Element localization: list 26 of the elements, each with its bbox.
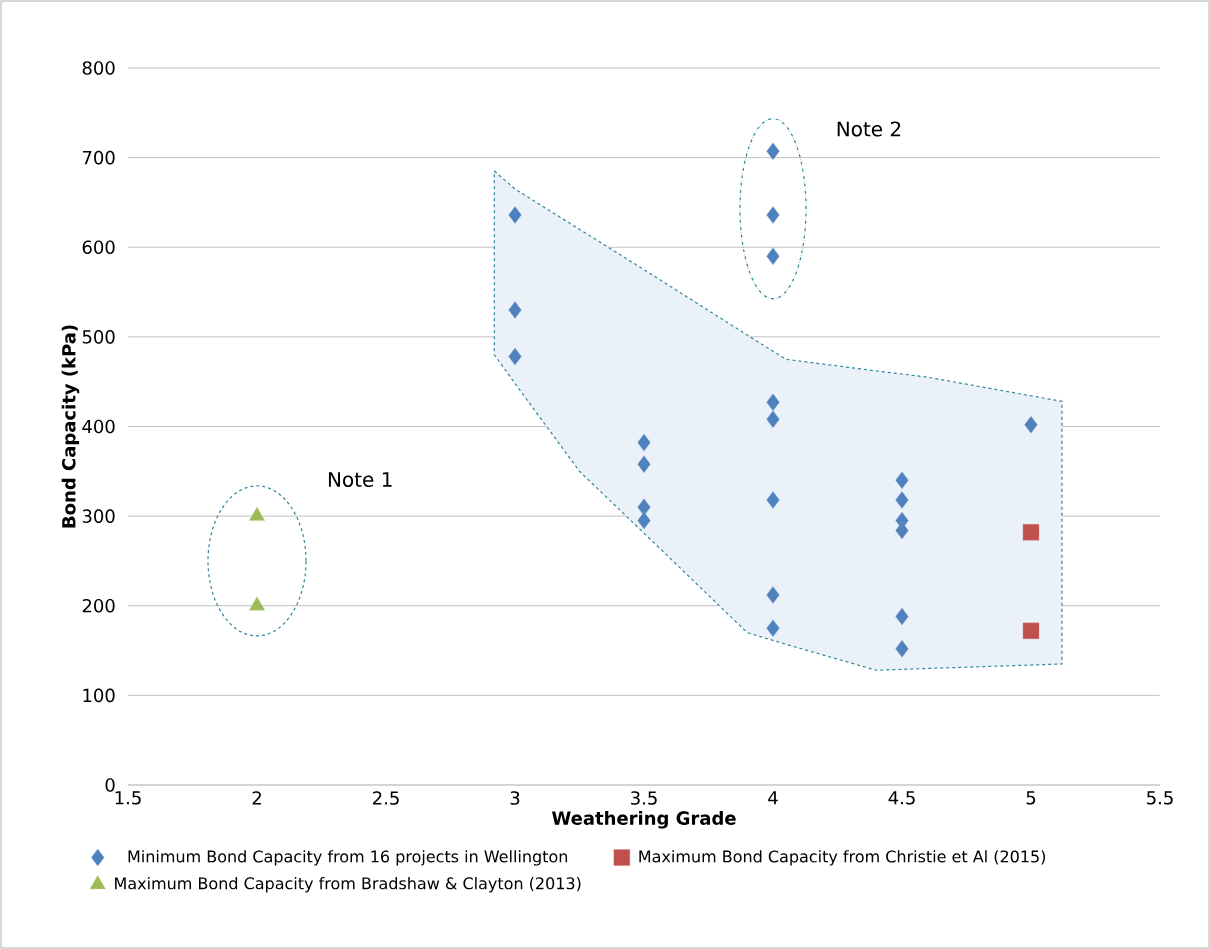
- y-tick-label: 200: [82, 598, 115, 613]
- x-axis-title: Weathering Grade: [551, 811, 736, 829]
- x-tick-label: 3: [510, 791, 520, 805]
- x-tick-label: 4.5: [888, 791, 915, 805]
- y-tick-label: 700: [82, 150, 115, 165]
- x-tick-label: 4: [768, 791, 778, 805]
- x-tick-label: 1.5: [115, 791, 141, 805]
- y-tick-label: 0: [105, 778, 115, 792]
- point: [766, 142, 780, 161]
- legend-label: Maximum Bond Capacity from Christie et Al (2015): [639, 850, 1046, 866]
- x-tick-label: 5.5: [1147, 791, 1173, 805]
- y-axis-title: Bond Capacity (kPa): [61, 325, 80, 528]
- y-tick-label: 600: [82, 240, 115, 255]
- annotation: Note 1: [328, 472, 392, 487]
- x-tick-label: 2.5: [373, 791, 399, 805]
- legend-label: Maximum Bond Capacity from Bradshaw & Clayton (2013): [115, 876, 581, 893]
- y-tick-label: 400: [82, 419, 115, 434]
- x-tick-label: 2: [252, 791, 261, 805]
- y-tick-label: 300: [82, 509, 115, 523]
- x-tick-label: 3.5: [631, 791, 657, 805]
- y-tick-label: 500: [82, 330, 115, 344]
- y-tick-label: 100: [83, 688, 115, 703]
- x-tick-label: 5: [1026, 791, 1036, 805]
- y-tick-label: 800: [82, 61, 115, 75]
- annotation: Note 2: [837, 121, 901, 137]
- legend-label: Minimum Bond Capacity from 16 projects in Wellington: [128, 850, 568, 866]
